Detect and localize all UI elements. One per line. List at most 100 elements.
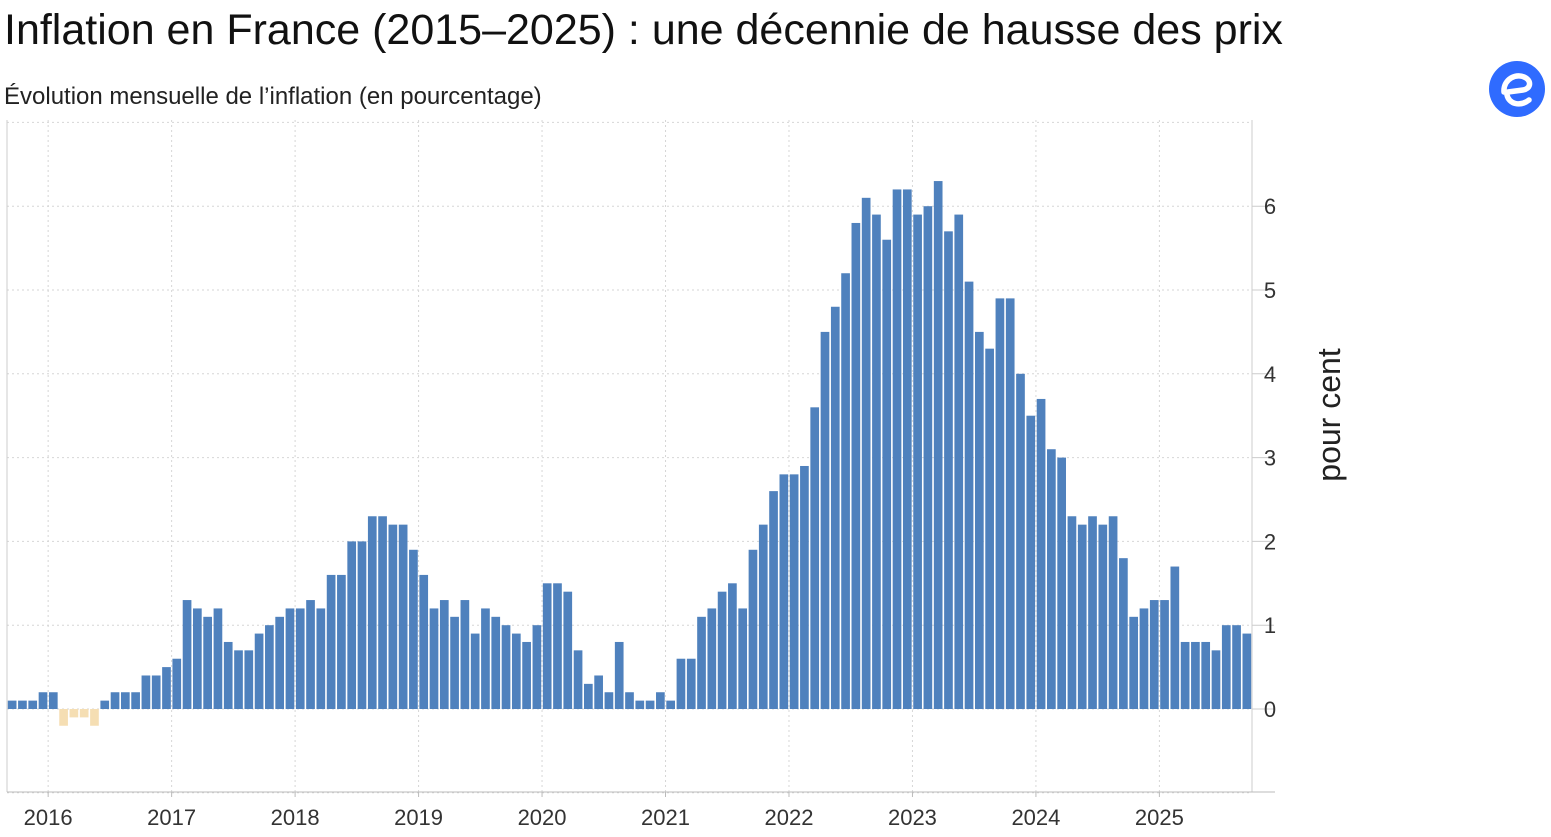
bar [1160, 600, 1169, 709]
bar [1119, 558, 1128, 709]
bar [182, 600, 192, 709]
bar [1057, 457, 1066, 709]
bar [820, 331, 830, 709]
y-tick-label: 5 [1264, 278, 1276, 303]
bar [800, 465, 809, 709]
bar [244, 650, 254, 709]
x-tick-label: 2021 [641, 805, 690, 830]
x-tick-label: 2024 [1011, 805, 1060, 830]
y-tick-label: 1 [1264, 613, 1276, 638]
bar [511, 633, 521, 709]
bar [18, 700, 27, 709]
bar [1005, 298, 1015, 709]
x-tick-label: 2022 [765, 805, 814, 830]
bar [583, 683, 593, 709]
bar [326, 574, 336, 709]
bar [1067, 516, 1077, 709]
bar [316, 608, 326, 709]
bar [398, 524, 408, 709]
bar [378, 516, 387, 709]
bar [1232, 625, 1241, 709]
bar [614, 641, 624, 709]
bar [38, 692, 48, 709]
bar [28, 700, 38, 709]
bar [841, 273, 850, 709]
y-tick-label: 0 [1264, 697, 1276, 722]
bar [1170, 566, 1180, 709]
bar [1211, 650, 1221, 709]
chart-subtitle: Évolution mensuelle de l’inflation (en p… [4, 83, 542, 110]
bar [563, 591, 573, 709]
x-tick-label: 2018 [271, 805, 320, 830]
bar [882, 239, 892, 709]
bar [110, 692, 120, 709]
bar [789, 474, 799, 709]
bar [985, 348, 994, 709]
bar [1036, 398, 1046, 709]
bar [59, 709, 68, 726]
bar [90, 709, 99, 726]
bar [1180, 641, 1190, 709]
bar [656, 692, 665, 709]
bar [439, 600, 449, 709]
x-tick-label: 2017 [147, 805, 196, 830]
bar [1242, 633, 1252, 709]
bar [1139, 608, 1149, 709]
bar [357, 541, 367, 709]
bar [1047, 449, 1056, 709]
chart-title: Inflation en France (2015–2025) : une dé… [4, 6, 1283, 54]
bar [1098, 524, 1108, 709]
bar [861, 197, 871, 709]
bar [1088, 516, 1097, 709]
bar [635, 700, 645, 709]
y-axis-label: pour cent [1311, 348, 1347, 482]
bar [470, 633, 480, 709]
bar [275, 616, 285, 709]
bar [830, 306, 840, 709]
bar [522, 641, 531, 709]
bar [337, 574, 346, 709]
y-tick-label: 4 [1264, 362, 1276, 387]
x-tick-label: 2016 [24, 805, 73, 830]
bar [758, 524, 768, 709]
bar [79, 709, 89, 718]
bar [367, 516, 377, 709]
bar [748, 549, 758, 709]
bar [933, 181, 943, 709]
bar [162, 667, 171, 709]
bar [573, 650, 583, 709]
bar [553, 583, 562, 709]
x-tick-label: 2023 [888, 805, 937, 830]
bar [1221, 625, 1231, 709]
bar [686, 658, 696, 709]
bar [1026, 415, 1036, 709]
bar [810, 407, 820, 709]
bar [306, 600, 315, 709]
bar [172, 658, 182, 709]
bar [409, 549, 418, 709]
bar [974, 331, 984, 709]
bar [388, 524, 398, 709]
bar [707, 608, 717, 709]
bars [7, 181, 1252, 726]
bar [151, 675, 161, 709]
bar [7, 700, 17, 709]
x-tick-label: 2025 [1135, 805, 1184, 830]
bar [532, 625, 542, 709]
bar [872, 214, 881, 709]
bar [769, 491, 778, 709]
bar [944, 231, 953, 709]
bar [285, 608, 295, 709]
bar [645, 700, 655, 709]
bar [48, 692, 58, 709]
bar [100, 700, 110, 709]
y-tick-label: 6 [1264, 194, 1276, 219]
bar [1077, 524, 1087, 709]
bar [1129, 616, 1139, 709]
bar [738, 608, 748, 709]
bar [234, 650, 243, 709]
bar [481, 608, 490, 709]
bar [964, 281, 974, 709]
bar [120, 692, 130, 709]
bar [728, 583, 737, 709]
